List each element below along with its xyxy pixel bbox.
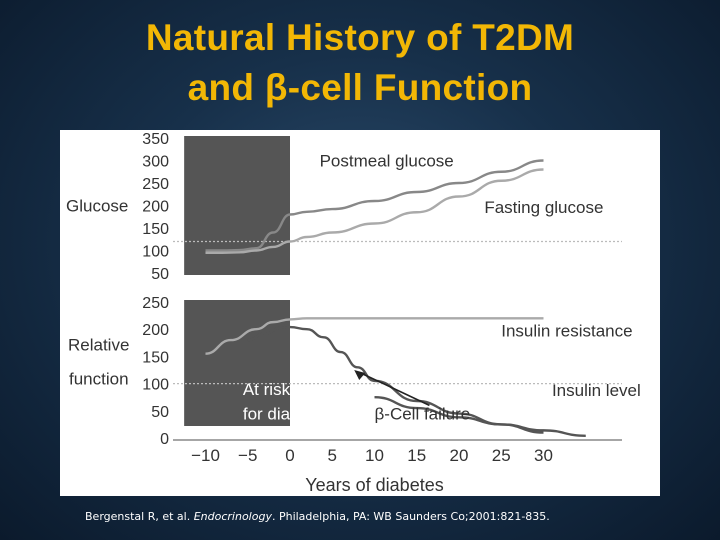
glucose-tick-50: 50 <box>151 266 169 283</box>
relative-tick-250: 250 <box>142 295 169 312</box>
relative-axis-label-1: Relative <box>68 335 129 354</box>
citation-authors: Bergenstal R, et al. <box>85 510 194 523</box>
x-tick-neg10: −10 <box>191 446 220 465</box>
relative-axis-label-2: function <box>69 370 129 389</box>
series-beta-cell-failure <box>374 396 586 438</box>
glucose-axis-label: Glucose <box>66 197 128 216</box>
annotation-insulin-level: Insulin level <box>552 381 641 400</box>
x-tick-20: 20 <box>450 446 469 465</box>
annotation-beta-cell-failure: β-Cell failure <box>375 405 471 424</box>
glucose-tick-150: 150 <box>142 221 169 238</box>
slide-title-line-2: and β-cell Function <box>187 67 533 108</box>
glucose-tick-100: 100 <box>142 244 169 261</box>
relative-tick-0: 0 <box>160 431 169 448</box>
shaded-region-glucose <box>184 136 290 275</box>
slide-title-line-1: Natural History of T2DM <box>145 17 575 58</box>
annotation-insulin-resistance: Insulin resistance <box>501 321 632 340</box>
relative-tick-100: 100 <box>142 377 169 394</box>
series-insulin-level <box>247 325 544 434</box>
label-fasting-glucose: Fasting glucose <box>484 198 603 217</box>
relative-tick-200: 200 <box>142 322 169 339</box>
series-insulin-resistance <box>205 317 544 355</box>
x-tick-15: 15 <box>407 446 426 465</box>
label-postmeal-glucose: Postmeal glucose <box>320 152 454 171</box>
x-tick-25: 25 <box>492 446 511 465</box>
arrow-line <box>359 371 430 407</box>
x-tick-30: 30 <box>534 446 553 465</box>
series-fasting-glucose <box>205 168 544 254</box>
chart-figure: 50 100 150 200 250 300 350 0 50 100 150 200 250 −10 −5… <box>60 130 660 496</box>
x-tick-10: 10 <box>365 446 384 465</box>
citation-rest: . Philadelphia, PA: WB Saunders Co;2001:… <box>271 510 550 523</box>
relative-tick-50: 50 <box>151 404 169 421</box>
glucose-tick-200: 200 <box>142 199 169 216</box>
citation-journal: Endocrinology <box>193 510 272 523</box>
citation: Bergenstal R, et al. Endocrinology. Phil… <box>85 510 550 523</box>
annotation-for-diabetes: for diabetes <box>243 405 332 424</box>
arrow-head <box>354 370 366 380</box>
relative-tick-150: 150 <box>142 349 169 366</box>
glucose-tick-300: 300 <box>142 154 169 171</box>
glucose-tick-250: 250 <box>142 176 169 193</box>
annotation-at-risk: At risk <box>243 380 291 399</box>
x-tick-0: 0 <box>285 446 294 465</box>
series-postmeal-glucose <box>205 159 544 252</box>
x-tick-5: 5 <box>328 446 337 465</box>
glucose-tick-350: 350 <box>142 131 169 148</box>
x-tick-neg5: −5 <box>238 446 257 465</box>
x-axis-label: Years of diabetes <box>305 475 443 495</box>
